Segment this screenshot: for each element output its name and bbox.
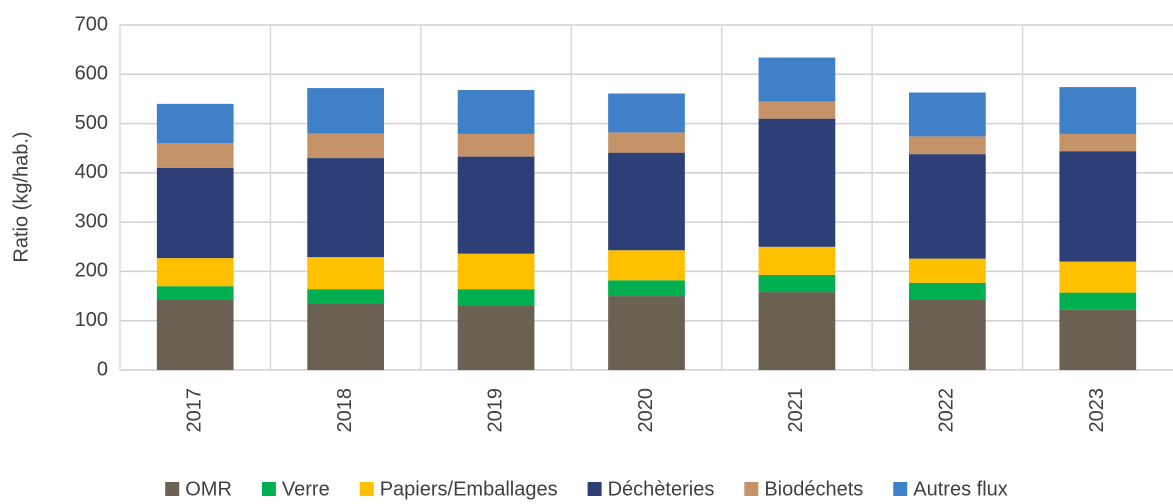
legend-swatch [744,482,759,496]
bar-segment [156,103,234,144]
legend-label: Papiers/Emballages [380,478,558,500]
bar-segment [908,92,986,137]
y-tick-label: 100 [75,309,108,331]
legend-swatch [893,482,908,496]
y-tick-label: 200 [75,260,108,282]
bar-segment [758,118,836,247]
bar-segment [908,282,986,301]
bar-segment [758,246,836,275]
bar-segment [1059,133,1137,152]
legend-label: Biodéchets [764,478,863,500]
bar-segment [608,93,685,133]
bar-segment [758,274,836,293]
y-tick-label: 600 [75,63,108,85]
bar-segment [608,296,685,370]
bar-segment [457,253,535,290]
bar-segment [1059,151,1137,262]
legend-swatch [165,482,180,496]
bar-segment [307,133,385,159]
bar-segment [1059,309,1137,370]
legend-label: Déchèteries [608,478,715,500]
x-tick-label: 2021 [785,388,807,433]
legend-label: Verre [282,478,330,500]
bar-segment [307,257,385,290]
bar-segment [1059,261,1137,293]
bar-segment [457,133,535,157]
bar-segment [1059,87,1137,134]
bar-segment [156,167,234,259]
y-tick-label: 500 [75,112,108,134]
bar-segment [156,300,234,370]
bar-segment [307,289,385,304]
bar-segment [457,90,535,134]
legend-label: Autres flux [913,478,1007,500]
x-tick-label: 2019 [484,388,506,433]
bar-segment [156,143,234,168]
y-tick-label: 700 [75,13,108,35]
bar-segment [156,258,234,287]
y-tick-label: 300 [75,210,108,232]
bar-segment [457,156,535,254]
bar-segment [457,289,535,306]
bar-segment [608,152,685,251]
bar-segment [307,88,385,134]
bar-segment [608,132,685,153]
bar-segment [1059,292,1137,310]
bar-segment [908,300,986,370]
y-tick-label: 400 [75,161,108,183]
legend-swatch [359,482,374,496]
x-tick-label: 2022 [936,388,958,433]
bar-segment [908,154,986,259]
bar-segment [908,258,986,283]
x-tick-label: 2023 [1086,388,1108,433]
bar-segment [457,305,535,370]
bar-segment [307,303,385,370]
bar-segment [608,250,685,281]
y-axis-title: Ratio (kg/hab.) [10,131,32,262]
legend-label: OMR [185,478,232,500]
legend-swatch [261,482,276,496]
y-tick-label: 0 [97,358,108,380]
bar-segment [758,57,836,102]
x-tick-label: 2018 [334,388,356,433]
bar-segment [307,158,385,258]
bar-segment [758,101,836,119]
x-tick-label: 2017 [183,388,205,433]
bar-segment [608,280,685,297]
bar-segment [156,286,234,301]
bar-segment [908,136,986,155]
legend-swatch [587,482,602,496]
x-tick-label: 2020 [635,388,657,433]
bar-segment [758,292,836,370]
